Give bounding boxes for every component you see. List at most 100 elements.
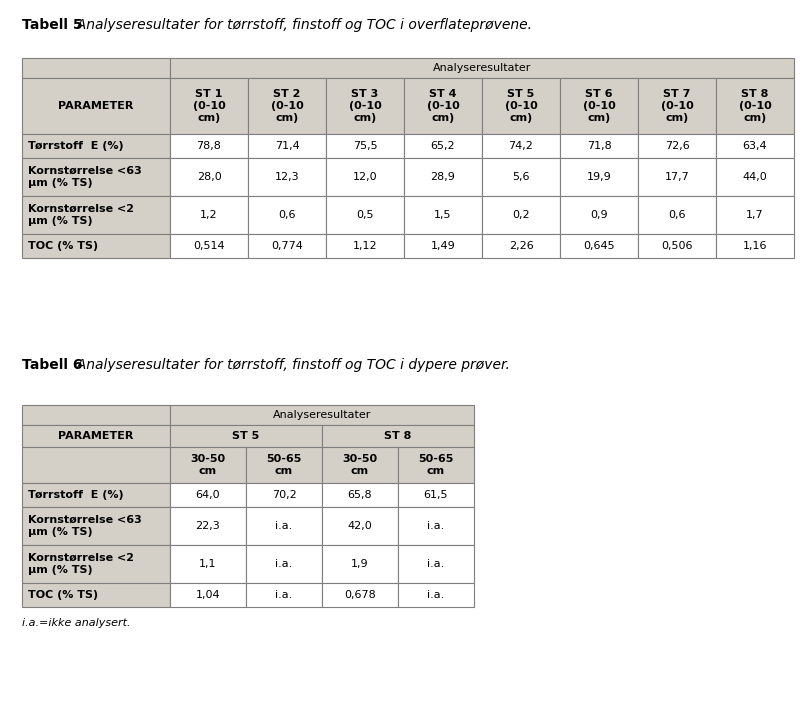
- Bar: [482, 196, 560, 234]
- Text: ST 5
(0-10
cm): ST 5 (0-10 cm): [504, 88, 536, 123]
- Text: i.a.: i.a.: [427, 590, 444, 600]
- Bar: [22, 134, 169, 158]
- Text: 1,49: 1,49: [430, 241, 454, 251]
- Bar: [560, 134, 638, 158]
- Bar: [22, 425, 169, 447]
- Bar: [403, 134, 482, 158]
- Bar: [638, 134, 715, 158]
- Bar: [325, 234, 403, 258]
- Bar: [397, 447, 474, 483]
- Bar: [560, 78, 638, 134]
- Bar: [397, 545, 474, 583]
- Bar: [482, 234, 560, 258]
- Bar: [247, 78, 325, 134]
- Bar: [403, 196, 482, 234]
- Text: 71,8: 71,8: [586, 141, 610, 151]
- Text: i.a.: i.a.: [427, 521, 444, 531]
- Bar: [169, 58, 793, 78]
- Bar: [22, 196, 169, 234]
- Bar: [22, 447, 169, 483]
- Text: 65,2: 65,2: [430, 141, 454, 151]
- Text: 0,645: 0,645: [582, 241, 614, 251]
- Bar: [169, 405, 474, 425]
- Text: ST 4
(0-10
cm): ST 4 (0-10 cm): [426, 88, 459, 123]
- Bar: [247, 158, 325, 196]
- Bar: [715, 78, 793, 134]
- Text: Analyseresultater: Analyseresultater: [272, 410, 371, 420]
- Bar: [560, 196, 638, 234]
- Bar: [246, 507, 321, 545]
- Bar: [22, 234, 169, 258]
- Bar: [246, 583, 321, 607]
- Bar: [321, 483, 397, 507]
- Text: 0,514: 0,514: [193, 241, 225, 251]
- Text: 1,04: 1,04: [195, 590, 220, 600]
- Text: ST 8
(0-10
cm): ST 8 (0-10 cm): [738, 88, 770, 123]
- Text: ST 3
(0-10
cm): ST 3 (0-10 cm): [349, 88, 381, 123]
- Bar: [482, 78, 560, 134]
- Text: Kornstørrelse <63
μm (% TS): Kornstørrelse <63 μm (% TS): [28, 166, 141, 188]
- Bar: [246, 447, 321, 483]
- Text: 1,12: 1,12: [353, 241, 377, 251]
- Text: 0,6: 0,6: [667, 210, 685, 220]
- Bar: [247, 234, 325, 258]
- Bar: [169, 78, 247, 134]
- Text: i.a.: i.a.: [275, 521, 292, 531]
- Bar: [22, 583, 169, 607]
- Text: ST 6
(0-10
cm): ST 6 (0-10 cm): [582, 88, 614, 123]
- Text: 22,3: 22,3: [195, 521, 220, 531]
- Text: 70,2: 70,2: [271, 490, 296, 500]
- Text: 1,9: 1,9: [351, 559, 369, 569]
- Text: 0,6: 0,6: [278, 210, 296, 220]
- Text: 50-65
cm: 50-65 cm: [418, 453, 453, 476]
- Bar: [246, 545, 321, 583]
- Text: ST 1
(0-10
cm): ST 1 (0-10 cm): [193, 88, 225, 123]
- Text: 50-65
cm: 50-65 cm: [266, 453, 301, 476]
- Text: 12,0: 12,0: [353, 172, 377, 182]
- Bar: [321, 425, 474, 447]
- Bar: [169, 196, 247, 234]
- Text: TOC (% TS): TOC (% TS): [28, 241, 98, 251]
- Bar: [22, 507, 169, 545]
- Text: 1,2: 1,2: [200, 210, 218, 220]
- Text: 2,26: 2,26: [508, 241, 532, 251]
- Bar: [403, 158, 482, 196]
- Text: 0,5: 0,5: [356, 210, 373, 220]
- Bar: [325, 134, 403, 158]
- Bar: [169, 425, 321, 447]
- Bar: [169, 134, 247, 158]
- Text: Analyseresultater for tørrstoff, finstoff og TOC i dypere prøver.: Analyseresultater for tørrstoff, finstof…: [68, 358, 509, 372]
- Bar: [715, 158, 793, 196]
- Text: Tabell 5: Tabell 5: [22, 18, 83, 32]
- Bar: [715, 234, 793, 258]
- Bar: [321, 447, 397, 483]
- Text: 42,0: 42,0: [347, 521, 372, 531]
- Text: 63,4: 63,4: [742, 141, 766, 151]
- Text: ST 2
(0-10
cm): ST 2 (0-10 cm): [271, 88, 303, 123]
- Text: 1,1: 1,1: [199, 559, 217, 569]
- Bar: [22, 78, 169, 134]
- Bar: [22, 483, 169, 507]
- Bar: [169, 234, 247, 258]
- Bar: [246, 483, 321, 507]
- Bar: [638, 158, 715, 196]
- Bar: [169, 545, 246, 583]
- Bar: [169, 507, 246, 545]
- Bar: [403, 78, 482, 134]
- Text: i.a.=ikke analysert.: i.a.=ikke analysert.: [22, 618, 130, 628]
- Bar: [397, 507, 474, 545]
- Bar: [482, 134, 560, 158]
- Bar: [403, 234, 482, 258]
- Text: PARAMETER: PARAMETER: [59, 101, 133, 111]
- Bar: [715, 134, 793, 158]
- Text: Tabell 6: Tabell 6: [22, 358, 83, 372]
- Text: 28,9: 28,9: [430, 172, 454, 182]
- Text: 74,2: 74,2: [508, 141, 532, 151]
- Text: Kornstørrelse <63
μm (% TS): Kornstørrelse <63 μm (% TS): [28, 515, 141, 537]
- Text: Kornstørrelse <2
μm (% TS): Kornstørrelse <2 μm (% TS): [28, 204, 134, 226]
- Text: 44,0: 44,0: [742, 172, 766, 182]
- Bar: [325, 196, 403, 234]
- Bar: [169, 583, 246, 607]
- Bar: [247, 196, 325, 234]
- Text: ST 8: ST 8: [384, 431, 411, 441]
